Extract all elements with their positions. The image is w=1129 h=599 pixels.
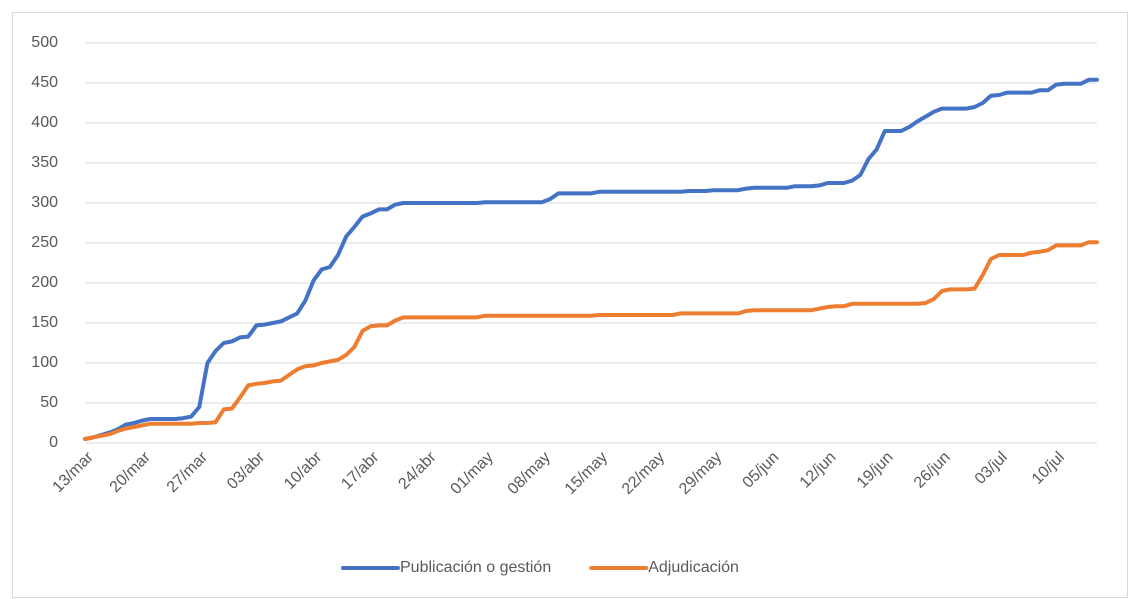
y-tick-label: 500 (31, 34, 58, 51)
chart-frame (12, 12, 1128, 598)
y-tick-label: 200 (31, 274, 58, 291)
y-tick-label: 450 (31, 74, 58, 91)
y-tick-label: 400 (31, 114, 58, 131)
y-tick-label: 150 (31, 314, 58, 331)
y-tick-label: 350 (31, 154, 58, 171)
legend-label: Adjudicación (648, 559, 739, 576)
y-tick-label: 250 (31, 234, 58, 251)
line-series (83, 240, 1099, 441)
legend-label: Publicación o gestión (400, 559, 551, 576)
y-tick-label: 0 (49, 434, 58, 451)
y-tick-label: 50 (40, 394, 58, 411)
y-tick-label: 300 (31, 194, 58, 211)
y-tick-label: 100 (31, 354, 58, 371)
line-series (83, 77, 1099, 441)
